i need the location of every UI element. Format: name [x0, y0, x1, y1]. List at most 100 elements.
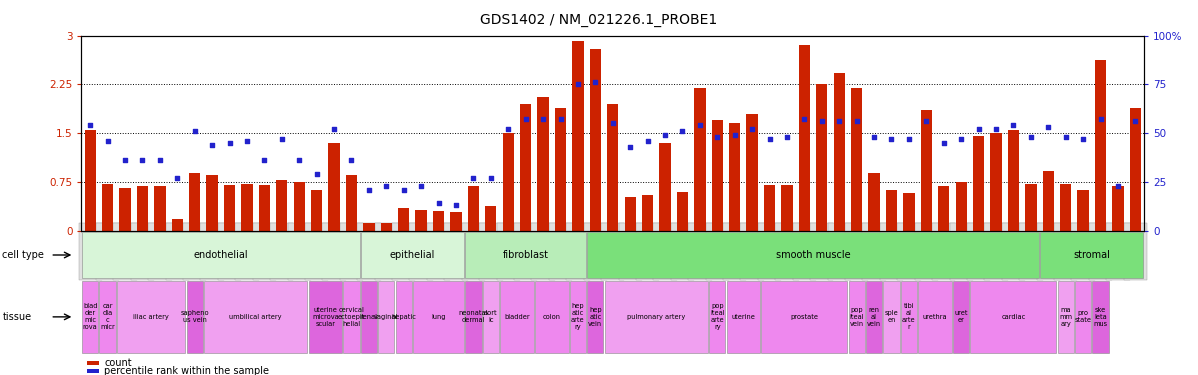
Point: [290, 158, 309, 164]
Bar: [746, 114, 758, 231]
Point: [969, 126, 988, 132]
Point: [516, 117, 536, 123]
Point: [551, 117, 570, 123]
Text: stromal: stromal: [1073, 250, 1111, 260]
Point: [202, 142, 222, 148]
Bar: [137, 186, 149, 231]
Text: epithelial: epithelial: [389, 250, 435, 260]
Bar: [555, 108, 567, 231]
Bar: [467, 186, 479, 231]
Bar: [921, 110, 932, 231]
Bar: [607, 104, 618, 231]
Bar: [520, 104, 532, 231]
Point: [586, 80, 605, 86]
Bar: [1008, 130, 1019, 231]
Bar: [799, 45, 810, 231]
Point: [865, 134, 884, 140]
Bar: [450, 212, 461, 231]
Point: [1039, 124, 1058, 130]
Point: [778, 134, 797, 140]
Text: tissue: tissue: [2, 312, 31, 322]
Bar: [851, 88, 863, 231]
Bar: [589, 49, 601, 231]
Bar: [363, 223, 375, 231]
Point: [1004, 122, 1023, 128]
Point: [464, 175, 483, 181]
Text: smooth muscle: smooth muscle: [776, 250, 851, 260]
Text: sapheno
us vein: sapheno us vein: [181, 310, 208, 323]
Point: [255, 158, 274, 164]
Bar: [398, 208, 410, 231]
Point: [376, 183, 395, 189]
Point: [1108, 183, 1127, 189]
Bar: [973, 136, 985, 231]
Bar: [869, 173, 879, 231]
Bar: [224, 185, 235, 231]
Text: urethra: urethra: [922, 314, 948, 320]
Text: fibroblast: fibroblast: [503, 250, 549, 260]
Bar: [642, 195, 653, 231]
Text: vaginal: vaginal: [374, 314, 399, 320]
Text: ma
mm
ary: ma mm ary: [1059, 307, 1072, 327]
Text: car
dia
c
micr: car dia c micr: [101, 303, 115, 330]
Text: cardiac: cardiac: [1002, 314, 1025, 320]
Text: colon: colon: [543, 314, 561, 320]
Bar: [120, 188, 131, 231]
Point: [394, 187, 413, 193]
Point: [272, 136, 291, 142]
Point: [673, 128, 692, 134]
Point: [1021, 134, 1040, 140]
Text: count: count: [104, 358, 132, 368]
Point: [1091, 117, 1111, 123]
Point: [533, 117, 552, 123]
Point: [359, 187, 379, 193]
Point: [934, 140, 954, 146]
Point: [882, 136, 901, 142]
Point: [412, 183, 431, 189]
Bar: [1042, 171, 1054, 231]
Bar: [885, 190, 897, 231]
Text: uterine
microva
scular: uterine microva scular: [311, 307, 339, 327]
Bar: [311, 190, 322, 231]
Bar: [346, 176, 357, 231]
Text: uret
er: uret er: [955, 310, 968, 323]
Text: pulmonary artery: pulmonary artery: [628, 314, 685, 320]
Point: [429, 200, 448, 206]
Bar: [328, 143, 340, 231]
Bar: [155, 186, 165, 231]
Point: [568, 81, 587, 87]
Text: neonatal
dermal: neonatal dermal: [459, 310, 488, 323]
Point: [237, 138, 256, 144]
Text: pop
iteal
arte
ry: pop iteal arte ry: [710, 303, 725, 330]
Point: [812, 118, 831, 124]
Point: [951, 136, 970, 142]
Point: [621, 144, 640, 150]
Bar: [1077, 190, 1089, 231]
Bar: [102, 184, 114, 231]
Bar: [1095, 60, 1106, 231]
Bar: [206, 176, 218, 231]
Text: uterine: uterine: [732, 314, 756, 320]
Point: [1126, 118, 1145, 124]
Text: tibi
al
arte
r: tibi al arte r: [902, 303, 915, 330]
Point: [482, 175, 501, 181]
Bar: [503, 133, 514, 231]
Bar: [956, 182, 967, 231]
Point: [325, 126, 344, 132]
Bar: [259, 185, 270, 231]
Bar: [294, 182, 304, 231]
Bar: [903, 193, 914, 231]
Text: lung: lung: [431, 314, 446, 320]
Text: aort
ic: aort ic: [484, 310, 497, 323]
Point: [830, 118, 849, 124]
Text: ske
leta
mus: ske leta mus: [1094, 307, 1108, 327]
Text: cervical
ectoepit
helial: cervical ectoepit helial: [338, 307, 365, 327]
Text: pop
iteal
vein: pop iteal vein: [849, 307, 864, 327]
Point: [98, 138, 117, 144]
Point: [604, 120, 623, 126]
Text: hep
atic
vein: hep atic vein: [588, 307, 603, 327]
Point: [743, 126, 762, 132]
Bar: [276, 180, 288, 231]
Text: umbilical artery: umbilical artery: [229, 314, 282, 320]
Bar: [538, 98, 549, 231]
